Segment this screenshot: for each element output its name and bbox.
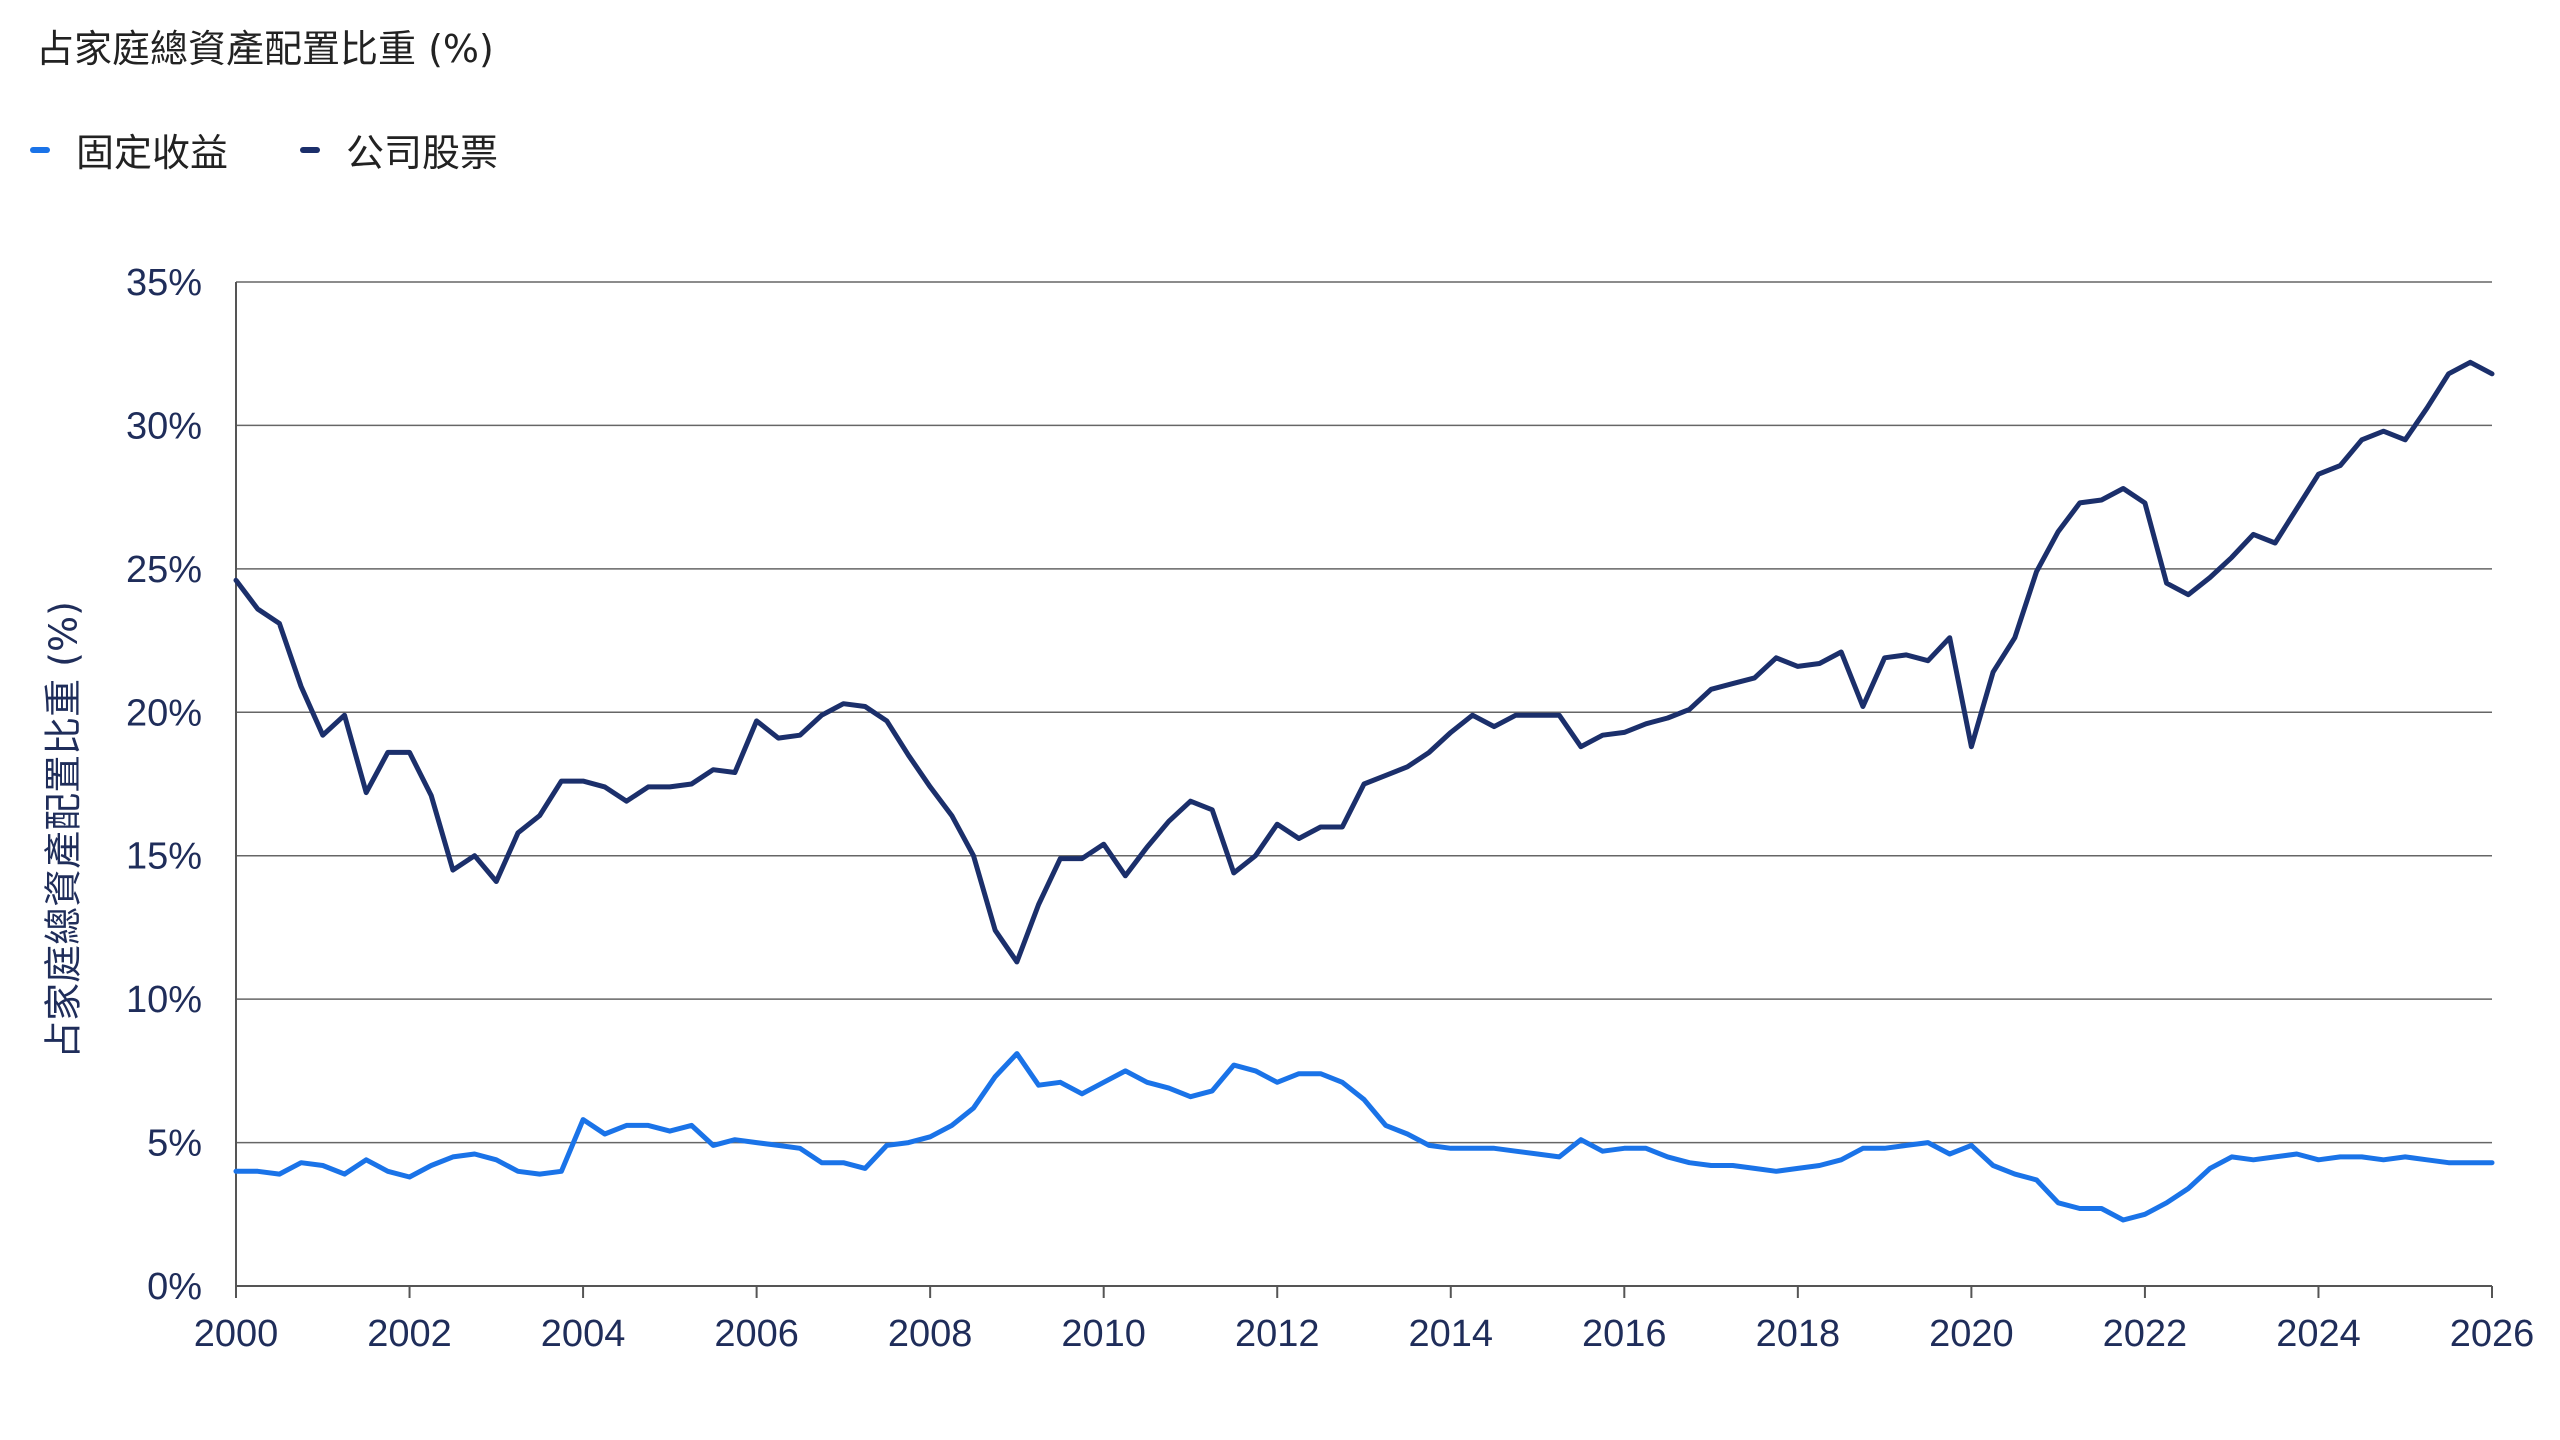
x-tick-label: 2020 bbox=[1929, 1313, 2014, 1355]
y-tick-label: 0% bbox=[147, 1266, 202, 1308]
x-tick-label: 2014 bbox=[1408, 1313, 1493, 1355]
legend-item-equity: 公司股票 bbox=[300, 122, 498, 177]
x-tick-label: 2010 bbox=[1061, 1313, 1146, 1355]
x-tick-label: 2022 bbox=[2103, 1313, 2188, 1355]
x-tick-label: 2002 bbox=[367, 1313, 452, 1355]
x-tick-label: 2018 bbox=[1756, 1313, 1841, 1355]
legend: 固定收益 公司股票 bbox=[30, 122, 498, 177]
x-tick-label: 2000 bbox=[194, 1313, 279, 1355]
x-tick-label: 2008 bbox=[888, 1313, 973, 1355]
y-tick-label: 30% bbox=[126, 405, 202, 447]
x-tick-label: 2006 bbox=[714, 1313, 799, 1355]
y-tick-label: 15% bbox=[126, 836, 202, 878]
legend-label-equity: 公司股票 bbox=[346, 131, 499, 175]
series-line-fixed-income bbox=[233, 1051, 2495, 1223]
y-tick-label: 10% bbox=[126, 979, 202, 1021]
x-tick-label: 2026 bbox=[2450, 1313, 2535, 1355]
x-tick-label: 2016 bbox=[1582, 1313, 1667, 1355]
legend-item-fixed-income: 固定收益 bbox=[30, 122, 228, 177]
y-tick-label: 5% bbox=[147, 1123, 202, 1165]
y-tick-label: 25% bbox=[126, 549, 202, 591]
y-tick-label: 20% bbox=[126, 692, 202, 734]
x-tick-label: 2024 bbox=[2276, 1313, 2361, 1355]
legend-swatch-equity bbox=[300, 146, 321, 153]
y-tick-label: 35% bbox=[126, 262, 202, 304]
x-tick-label: 2004 bbox=[541, 1313, 626, 1355]
x-tick-label: 2012 bbox=[1235, 1313, 1320, 1355]
legend-swatch-fixed-income bbox=[30, 146, 50, 153]
series-line-equity bbox=[233, 359, 2495, 965]
chart-title: 占家庭總資產配置比重 (%) bbox=[36, 27, 494, 71]
legend-label-fixed-income: 固定收益 bbox=[76, 131, 229, 175]
